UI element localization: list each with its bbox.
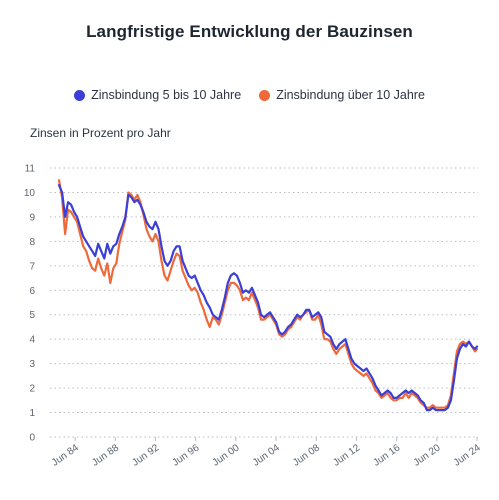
- legend-item-series-1[interactable]: Zinsbindung 5 bis 10 Jahre: [74, 88, 241, 102]
- legend-item-series-2[interactable]: Zinsbindung über 10 Jahre: [259, 88, 425, 102]
- y-tick-label: 4: [29, 335, 35, 346]
- x-tick-label: Jun 08: [291, 442, 322, 468]
- x-tick-label: Jun 92: [130, 442, 161, 468]
- x-tick-label: Jun 88: [90, 442, 121, 468]
- x-tick-label: Jun 12: [331, 442, 362, 468]
- y-tick-label: 7: [29, 261, 35, 272]
- series-line-1: [57, 184, 479, 412]
- y-tick-label: 3: [29, 359, 35, 370]
- y-tick-label: 9: [29, 212, 35, 223]
- y-tick-label: 1: [29, 408, 35, 419]
- y-tick-label: 0: [29, 433, 35, 444]
- x-tick-label: Jun 96: [170, 442, 201, 468]
- x-tick-label: Jun 20: [412, 442, 443, 468]
- x-tick-label: Jun 04: [251, 442, 282, 468]
- y-tick-label: 6: [29, 286, 35, 297]
- legend-swatch-series-1: [74, 89, 86, 101]
- x-tick-label: Jun 16: [371, 442, 402, 468]
- y-tick-label: 10: [24, 188, 36, 199]
- x-tick-label: Jun 24: [452, 442, 483, 468]
- x-tick-label: Jun 00: [211, 442, 242, 468]
- y-tick-label: 5: [29, 310, 35, 321]
- legend-swatch-series-2: [259, 89, 271, 101]
- y-axis-label: Zinsen in Prozent pro Jahr: [30, 126, 171, 140]
- chart-legend: Zinsbindung 5 bis 10 Jahre Zinsbindung ü…: [0, 88, 499, 102]
- chart-title: Langfristige Entwicklung der Bauzinsen: [86, 22, 413, 41]
- series-line-2: [57, 179, 479, 409]
- legend-label-series-1: Zinsbindung 5 bis 10 Jahre: [91, 88, 242, 102]
- y-tick-label: 2: [29, 384, 35, 395]
- x-tick-label: Jun 84: [50, 442, 81, 468]
- legend-label-series-2: Zinsbindung über 10 Jahre: [276, 88, 425, 102]
- y-tick-label: 11: [25, 164, 36, 175]
- y-tick-label: 8: [29, 237, 35, 248]
